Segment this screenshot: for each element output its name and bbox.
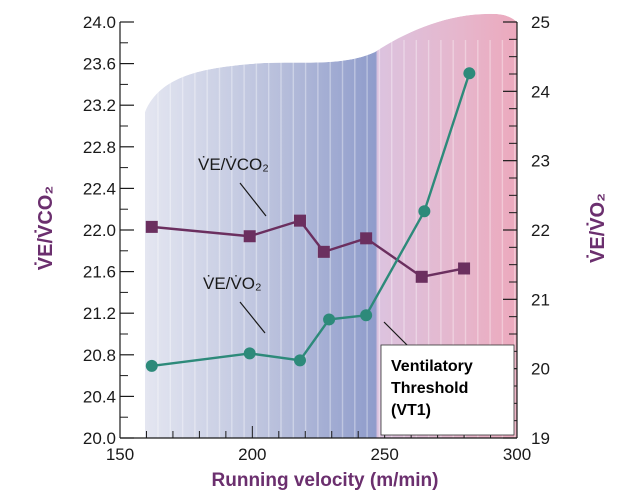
x-tick-label: 300	[503, 445, 531, 464]
y-left-tick-label: 22.0	[83, 221, 116, 240]
y-left-tick-label: 21.2	[83, 304, 116, 323]
y-right-tick-label: 20	[531, 360, 550, 379]
y-axis-left-title: V̇E/V̇CO₂	[33, 186, 57, 270]
y-left-tick-label: 20.0	[83, 429, 116, 448]
y-right-tick-label: 25	[531, 13, 550, 32]
data-point-vevco2	[317, 245, 330, 258]
y-axis-right-title: V̇E/V̇O₂	[585, 193, 609, 263]
y-left-tick-label: 22.4	[83, 179, 116, 198]
y-right-tick-label: 22	[531, 221, 550, 240]
series-layer	[145, 67, 476, 372]
background-shape	[145, 13, 517, 438]
data-point-vevo2	[418, 205, 431, 218]
data-point-vevco2	[360, 232, 373, 245]
y-left-tick-label: 21.6	[83, 263, 116, 282]
data-point-vevco2	[145, 220, 158, 233]
data-point-vevco2	[243, 230, 256, 243]
y-left-tick-label: 22.8	[83, 138, 116, 157]
data-point-vevo2	[293, 354, 306, 367]
data-point-vevo2	[463, 67, 476, 80]
x-tick-label: 200	[238, 445, 266, 464]
y-right-tick-label: 23	[531, 152, 550, 171]
vt1-line3: (VT1)	[391, 402, 431, 419]
background-mask	[120, 0, 626, 438]
vt1-line1: Ventilatory	[391, 358, 473, 375]
annotation-vevo2: V̇E/V̇O₂	[203, 274, 262, 293]
y-right-tick-label: 21	[531, 290, 550, 309]
ventilatory-threshold-annotation: Ventilatory Threshold (VT1)	[380, 321, 515, 436]
vt1-box	[380, 344, 515, 436]
background-band	[120, 0, 626, 438]
y-left-tick-label: 24.0	[83, 13, 116, 32]
axes: 20.0 20.4 20.8 21.2 21.6 22.0 22.4 22.8 23.2 23.6…	[83, 13, 550, 464]
data-point-vevo2	[145, 359, 158, 372]
x-axis-title: Running velocity (m/min)	[212, 470, 439, 491]
data-point-vevo2	[243, 347, 256, 360]
leader-line-vevco2	[239, 182, 267, 217]
data-point-vevco2	[458, 262, 471, 275]
y-right-tick-label: 19	[531, 429, 550, 448]
y-left-tick-label: 23.6	[83, 55, 116, 74]
y-right-tick-label: 24	[531, 82, 550, 101]
leader-line-vevo2	[239, 301, 266, 334]
leader-line-vt1	[383, 321, 411, 349]
vt1-line2: Threshold	[391, 380, 468, 397]
annotation-vevco2: V̇E/V̇CO₂	[198, 155, 269, 174]
y-left-tick-label: 20.4	[83, 387, 116, 406]
data-point-vevco2	[293, 214, 306, 227]
x-tick-label: 150	[106, 445, 134, 464]
y-left-tick-label: 20.8	[83, 346, 116, 365]
data-point-vevo2	[360, 309, 373, 322]
y-left-tick-label: 23.2	[83, 96, 116, 115]
x-tick-label: 250	[370, 445, 398, 464]
data-point-vevco2	[415, 270, 428, 283]
data-point-vevo2	[323, 313, 336, 326]
